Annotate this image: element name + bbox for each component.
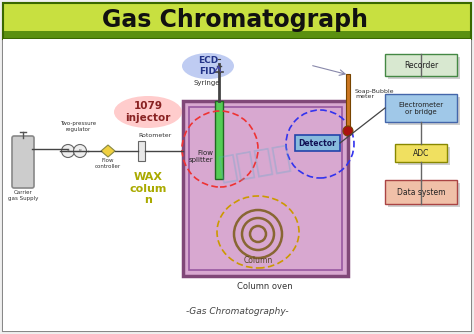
Text: Column: Column (243, 256, 273, 265)
Circle shape (343, 126, 353, 136)
Circle shape (62, 145, 74, 158)
Ellipse shape (182, 53, 234, 79)
FancyBboxPatch shape (388, 97, 460, 125)
Text: A: A (66, 149, 69, 153)
Text: Flow
splitter: Flow splitter (188, 150, 213, 163)
Text: Data system: Data system (397, 187, 445, 196)
Text: Rotometer: Rotometer (138, 133, 171, 138)
Text: ADC: ADC (413, 149, 429, 158)
Text: 미리보기: 미리보기 (217, 143, 293, 185)
Circle shape (73, 145, 86, 158)
FancyBboxPatch shape (12, 136, 34, 188)
Text: 1079
injector: 1079 injector (125, 101, 171, 123)
FancyBboxPatch shape (3, 31, 471, 39)
FancyBboxPatch shape (215, 101, 223, 179)
Text: Soap-Bubble
meter: Soap-Bubble meter (355, 89, 394, 100)
Text: ECD
FID: ECD FID (198, 56, 218, 76)
Text: Carrier
gas Supply: Carrier gas Supply (8, 190, 38, 201)
Text: B: B (79, 149, 82, 153)
FancyBboxPatch shape (398, 147, 450, 165)
Text: Flow
controller: Flow controller (95, 158, 121, 169)
FancyBboxPatch shape (395, 144, 447, 162)
Text: Electrometer
or bridge: Electrometer or bridge (399, 102, 444, 115)
FancyBboxPatch shape (183, 101, 348, 276)
Text: Gas Chromatograph: Gas Chromatograph (102, 8, 368, 32)
Text: Syringe: Syringe (194, 80, 220, 86)
FancyBboxPatch shape (295, 135, 340, 151)
Text: Two-pressure
regulator: Two-pressure regulator (60, 121, 96, 132)
Text: -Gas Chromatography-: -Gas Chromatography- (186, 308, 288, 317)
FancyBboxPatch shape (388, 183, 460, 207)
FancyBboxPatch shape (138, 141, 145, 161)
Text: Column oven: Column oven (237, 282, 293, 291)
Text: Recorder: Recorder (404, 60, 438, 69)
FancyBboxPatch shape (388, 57, 460, 79)
FancyBboxPatch shape (385, 180, 457, 204)
FancyBboxPatch shape (3, 3, 471, 331)
FancyBboxPatch shape (346, 74, 350, 129)
FancyBboxPatch shape (3, 3, 471, 31)
FancyBboxPatch shape (3, 39, 471, 331)
Ellipse shape (114, 96, 182, 128)
Text: WAX
colum
n: WAX colum n (129, 172, 167, 205)
Polygon shape (101, 145, 115, 157)
FancyBboxPatch shape (385, 94, 457, 122)
Text: Detector: Detector (298, 139, 336, 148)
FancyBboxPatch shape (385, 54, 457, 76)
